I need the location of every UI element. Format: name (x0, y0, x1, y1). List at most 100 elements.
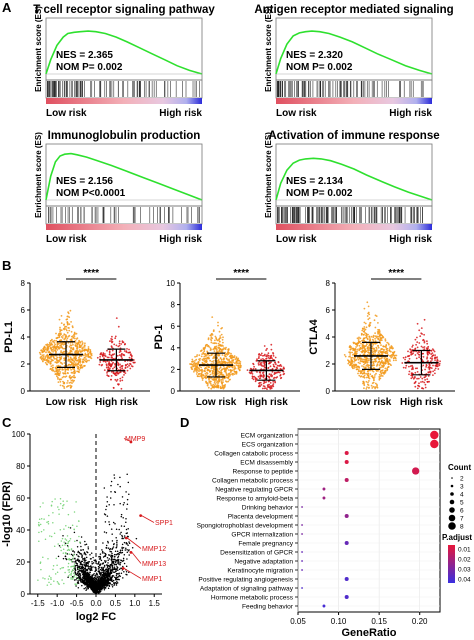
expression-dot (102, 353, 105, 355)
expression-dot (210, 367, 213, 370)
gene-dot (115, 574, 118, 576)
expression-dot (348, 355, 350, 358)
gene-dot (108, 573, 110, 575)
gene-dot (86, 580, 89, 582)
expression-dot (235, 360, 238, 363)
gene-dot (90, 557, 92, 560)
expression-dot (272, 355, 275, 357)
gene-dot (91, 585, 94, 588)
gsea-ylabel: Enrichment score (ES) (34, 6, 43, 92)
expression-dot (372, 376, 375, 379)
expression-dot (426, 351, 429, 353)
gene-dot (113, 558, 115, 561)
gene-dot (98, 589, 101, 592)
gsea-title: Activation of immune response (268, 130, 439, 142)
expression-dot (119, 363, 121, 366)
expression-dot (63, 347, 66, 350)
gene-dot (102, 567, 104, 569)
gene-dot (111, 566, 114, 569)
expression-dot (424, 368, 426, 371)
expression-dot (118, 340, 121, 343)
expression-dot (116, 378, 119, 381)
expression-dot (265, 381, 268, 383)
expression-dot (221, 386, 224, 389)
expression-dot (231, 365, 234, 368)
expression-dot (368, 336, 371, 338)
gene-dot (87, 587, 89, 590)
gene-dot (86, 571, 89, 574)
expression-dot (78, 369, 81, 371)
expression-dot (418, 382, 420, 385)
expression-dot (411, 376, 414, 379)
expression-dot (228, 366, 231, 368)
gene-dot (87, 584, 89, 587)
gene-dot (86, 575, 88, 577)
expression-dot (371, 351, 374, 354)
gene-dot (113, 584, 115, 586)
gene-dot (82, 564, 84, 566)
expression-dot (230, 373, 232, 376)
x-tick-label: 1.0 (129, 599, 141, 608)
expression-dot (71, 372, 74, 374)
expression-dot (88, 359, 90, 362)
expression-dot (107, 366, 110, 368)
expression-dot (133, 361, 135, 364)
expression-dot (208, 366, 211, 369)
expression-dot (376, 384, 378, 387)
expression-dot (419, 376, 422, 378)
expression-dot (213, 368, 215, 371)
expression-dot (365, 350, 368, 353)
expression-dot (82, 354, 85, 357)
expression-dot (210, 341, 213, 344)
expression-dot (384, 338, 387, 340)
gene-dot (84, 578, 87, 581)
expression-dot (199, 369, 202, 372)
expression-dot (213, 384, 216, 387)
expression-dot (368, 344, 370, 347)
expression-dot (279, 363, 282, 366)
gsea-es-curve (275, 157, 433, 201)
gene-dot (102, 587, 105, 589)
gene-dot (106, 575, 109, 578)
expression-dot (383, 357, 386, 360)
expression-dot (69, 381, 72, 384)
expression-dot (419, 335, 422, 338)
gene-dot (106, 582, 109, 585)
gene-dot-down (57, 506, 59, 508)
expression-dot (438, 362, 441, 365)
expression-dot (251, 375, 254, 378)
gene-dot (74, 572, 77, 575)
expression-dot (275, 366, 278, 369)
expression-dot (214, 342, 216, 344)
expression-dot (63, 328, 66, 331)
expression-dot (362, 366, 365, 368)
expression-dot (212, 386, 215, 388)
expression-dot (210, 338, 212, 340)
expression-dot (73, 361, 75, 363)
gene-dot (118, 574, 121, 576)
expression-dot (384, 351, 387, 354)
gene-dot-down (42, 556, 44, 559)
gene-dot (72, 572, 75, 574)
expression-dot (264, 387, 267, 389)
gene-dot (96, 589, 99, 592)
gene-dot (74, 569, 77, 572)
expression-dot (77, 341, 80, 344)
gsea-rank-gradient (276, 98, 432, 104)
expression-dot (59, 371, 62, 373)
expression-dot (359, 347, 362, 349)
gene-dot (107, 587, 110, 590)
expression-dot (372, 381, 375, 384)
expression-dot (392, 357, 395, 360)
gsea-ylabel: Enrichment score (ES) (264, 6, 273, 92)
expression-dot (257, 363, 260, 366)
expression-dot (200, 349, 203, 352)
expression-dot (421, 333, 423, 335)
gene-dot-down (71, 524, 74, 527)
gene-dot-down (42, 502, 44, 504)
expression-dot (195, 358, 198, 361)
gene-dot (106, 585, 108, 587)
expression-dot (411, 346, 414, 348)
expression-dot (239, 366, 242, 368)
